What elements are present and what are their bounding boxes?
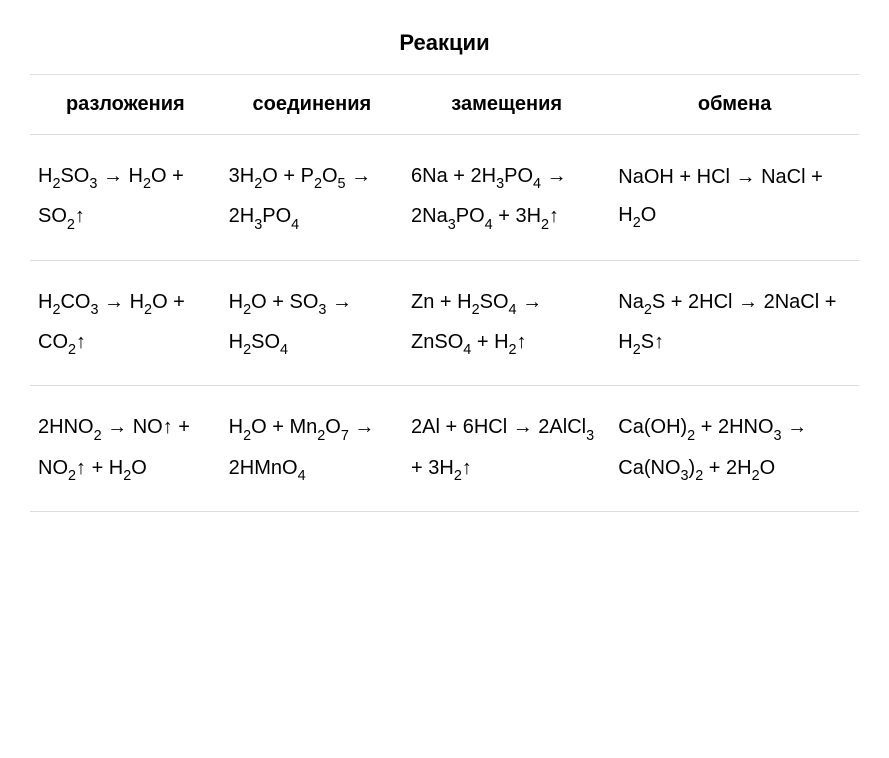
table-header-row: разложения соединения замещения обмена	[30, 75, 859, 135]
cell-combination: H2O + SO3 → H2SO4	[221, 260, 403, 386]
col-header-exchange: обмена	[610, 75, 859, 135]
table-row: H2SO3 → H2O + SO2↑ 3H2O + P2O5 → 2H3PO4 …	[30, 135, 859, 261]
cell-combination: H2O + Mn2O7 → 2HMnO4	[221, 386, 403, 512]
cell-exchange: Ca(OH)2 + 2HNO3 → Ca(NO3)2 + 2H2O	[610, 386, 859, 512]
col-header-substitution: замещения	[403, 75, 610, 135]
table-row: H2CO3 → H2O + CO2↑ H2O + SO3 → H2SO4 Zn …	[30, 260, 859, 386]
table-title: Реакции	[30, 30, 859, 56]
cell-substitution: Zn + H2SO4 → ZnSO4 + H2↑	[403, 260, 610, 386]
cell-decomposition: 2HNO2 → NO↑ + NO2↑ + H2O	[30, 386, 221, 512]
cell-decomposition: H2CO3 → H2O + CO2↑	[30, 260, 221, 386]
col-header-decomposition: разложения	[30, 75, 221, 135]
cell-substitution: 2Al + 6HCl → 2AlCl3 + 3H2↑	[403, 386, 610, 512]
cell-exchange: Na2S + 2HCl → 2NaCl + H2S↑	[610, 260, 859, 386]
cell-substitution: 6Na + 2H3PO4 → 2Na3PO4 + 3H2↑	[403, 135, 610, 261]
cell-combination: 3H2O + P2O5 → 2H3PO4	[221, 135, 403, 261]
reactions-table: разложения соединения замещения обмена H…	[30, 74, 859, 512]
cell-exchange: NaOH + HCl → NaCl + H2O	[610, 135, 859, 261]
col-header-combination: соединения	[221, 75, 403, 135]
table-row: 2HNO2 → NO↑ + NO2↑ + H2O H2O + Mn2O7 → 2…	[30, 386, 859, 512]
cell-decomposition: H2SO3 → H2O + SO2↑	[30, 135, 221, 261]
